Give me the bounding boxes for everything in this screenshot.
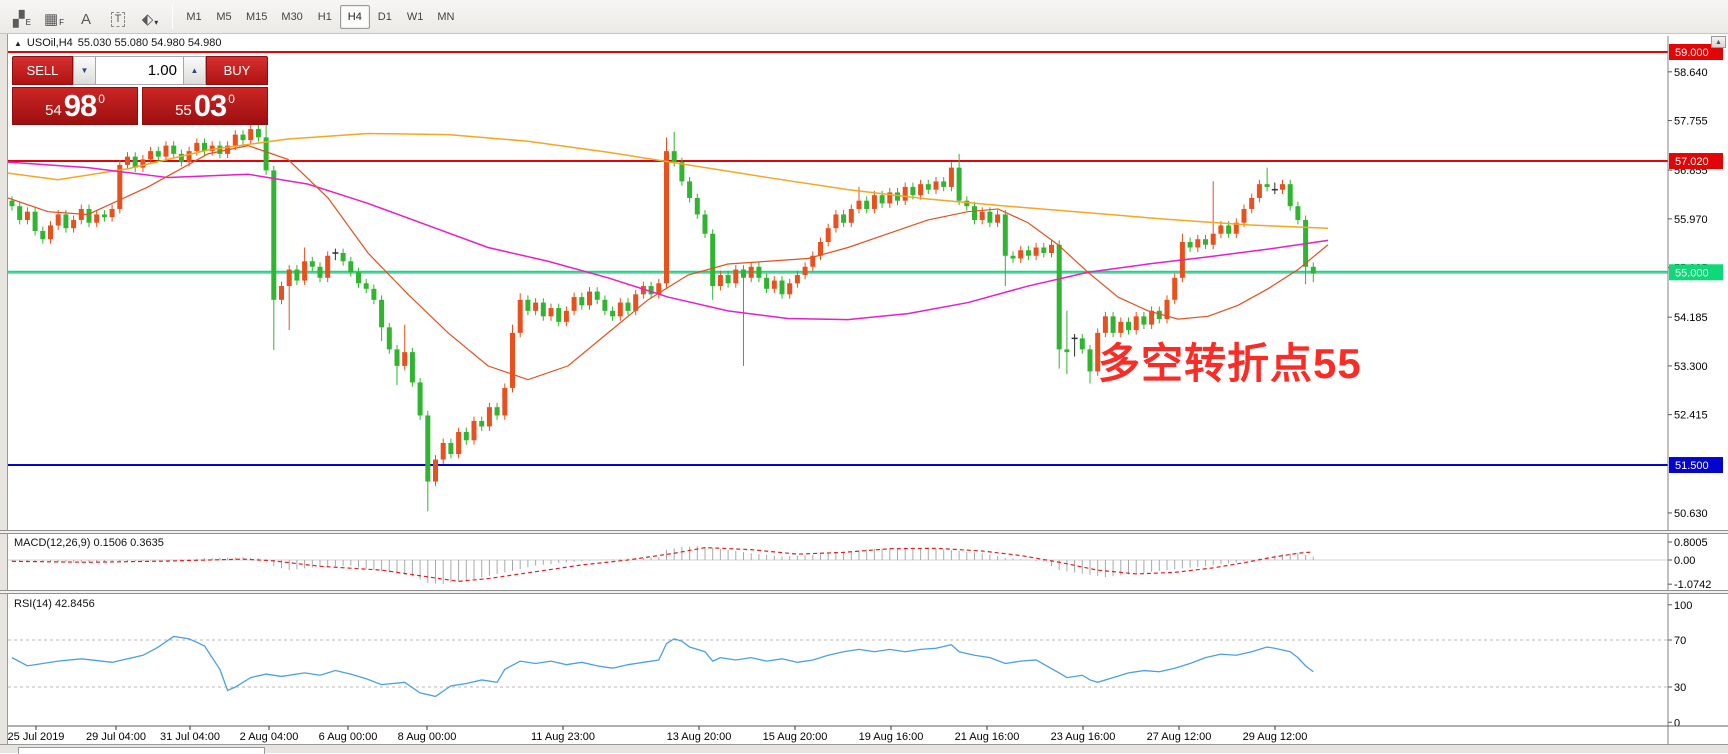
svg-text:19 Aug 16:00: 19 Aug 16:00 [859, 731, 924, 743]
svg-text:58.640: 58.640 [1674, 67, 1708, 79]
symbol-ohlc-values: 55.030 55.080 54.980 54.980 [77, 37, 222, 49]
price-macd-separator[interactable] [0, 530, 1728, 534]
buy-price-big: 03 [193, 88, 227, 123]
buy-price-display[interactable]: 55 03 0 [142, 87, 268, 125]
svg-text:55.970: 55.970 [1674, 214, 1708, 226]
svg-text:51.500: 51.500 [1675, 460, 1709, 472]
macd-label: MACD(12,26,9) 0.1506 0.3635 [14, 537, 164, 549]
svg-text:52.415: 52.415 [1674, 410, 1708, 422]
svg-text:70: 70 [1674, 635, 1686, 647]
tab-d1[interactable]: D1 [377, 10, 392, 23]
tab-m5[interactable]: M5 [216, 10, 232, 23]
rsi-label: RSI(14) 42.8456 [14, 598, 95, 610]
window-left-edge [0, 34, 8, 753]
tab-h4[interactable]: H4 [339, 4, 370, 29]
buy-price-sup: 0 [228, 92, 235, 106]
shapes-glyph: ⬖ [141, 10, 154, 28]
tab-h1[interactable]: H1 [317, 10, 332, 23]
letter-a-glyph: A [80, 10, 91, 28]
chart-annotation-text: 多空转折点55 [1098, 340, 1362, 387]
svg-text:-1.0742: -1.0742 [1674, 579, 1711, 591]
svg-text:53.300: 53.300 [1674, 361, 1708, 373]
main-toolbar: ▞ E ▦ F A T ⬖ ▾ M1 M5 M15 M30 H1 H4 D1 W… [0, 0, 1728, 34]
shapes-cursor-icon[interactable]: ⬖ ▾ [135, 4, 165, 30]
svg-text:15 Aug 20:00: 15 Aug 20:00 [763, 731, 828, 743]
sell-price-display[interactable]: 54 98 0 [12, 87, 138, 125]
grid-glyph: ▦ [43, 10, 59, 28]
grid-f-icon[interactable]: ▦ F [39, 4, 69, 30]
buy-price-small: 55 [175, 101, 192, 119]
sell-price-big: 98 [63, 88, 97, 123]
sell-price-small: 54 [45, 101, 62, 119]
macd-rsi-separator[interactable] [0, 590, 1728, 594]
chart-window: 58.64057.75556.85555.97055.08554.18553.3… [0, 34, 1728, 753]
svg-text:57.755: 57.755 [1674, 116, 1708, 128]
shapes-dropdown-caret-icon: ▾ [154, 17, 159, 27]
svg-text:57.020: 57.020 [1675, 156, 1709, 168]
svg-text:29 Jul 04:00: 29 Jul 04:00 [86, 731, 146, 743]
volume-decrease-button[interactable]: ▼ [73, 56, 96, 85]
svg-text:27 Aug 12:00: 27 Aug 12:00 [1147, 731, 1212, 743]
svg-text:31 Jul 04:00: 31 Jul 04:00 [160, 731, 220, 743]
svg-text:8 Aug 00:00: 8 Aug 00:00 [398, 731, 457, 743]
volume-input[interactable] [96, 56, 183, 85]
tab-m30[interactable]: M30 [281, 10, 303, 23]
chart-hatch-sub: E [25, 17, 31, 27]
bottom-docked-strip [0, 744, 1728, 754]
grid-sub: F [59, 17, 65, 27]
tab-w1[interactable]: W1 [406, 10, 424, 23]
tab-m15[interactable]: M15 [246, 10, 268, 23]
svg-text:25 Jul 2019: 25 Jul 2019 [8, 731, 65, 743]
svg-text:2 Aug 04:00: 2 Aug 04:00 [240, 731, 299, 743]
svg-text:0.8005: 0.8005 [1674, 537, 1708, 549]
svg-text:55.000: 55.000 [1675, 267, 1709, 279]
sell-button[interactable]: SELL [12, 56, 73, 85]
svg-text:0.00: 0.00 [1674, 555, 1695, 567]
trading-chart-canvas[interactable]: 58.64057.75556.85555.97055.08554.18553.3… [0, 34, 1728, 753]
svg-text:29 Aug 12:00: 29 Aug 12:00 [1243, 731, 1308, 743]
svg-text:11 Aug 23:00: 11 Aug 23:00 [531, 731, 595, 743]
tab-mn[interactable]: MN [437, 10, 455, 23]
bottom-docked-panel-edge [18, 747, 265, 754]
svg-text:30: 30 [1674, 682, 1686, 694]
svg-text:0: 0 [1674, 717, 1680, 729]
svg-text:6 Aug 00:00: 6 Aug 00:00 [319, 731, 378, 743]
volume-increase-button[interactable]: ▲ [183, 56, 206, 85]
text-tool-icon[interactable]: T [103, 4, 133, 30]
chart-hatch-e-icon[interactable]: ▞ E [7, 4, 37, 30]
svg-text:50.630: 50.630 [1674, 508, 1708, 520]
time-axis[interactable] [8, 726, 1668, 744]
text-tool-glyph: T [110, 11, 126, 27]
svg-text:21 Aug 16:00: 21 Aug 16:00 [955, 731, 1020, 743]
svg-text:59.000: 59.000 [1675, 47, 1709, 59]
svg-text:13 Aug 20:00: 13 Aug 20:00 [667, 731, 732, 743]
svg-text:54.185: 54.185 [1674, 312, 1708, 324]
symbol-marker-icon: ▲ [14, 38, 22, 48]
sell-price-sup: 0 [98, 92, 105, 106]
chart-hatch-glyph: ▞ [13, 10, 25, 28]
chart-scroll-up-button[interactable]: ▲ [1711, 36, 1726, 48]
price-axis[interactable] [1668, 36, 1728, 726]
symbol-ohlc-line: ▲ USOil,H4 55.030 55.080 54.980 54.980 [14, 37, 222, 49]
one-click-trade-panel: SELL ▼ ▲ BUY 54 98 0 55 03 0 [12, 56, 268, 125]
svg-text:23 Aug 16:00: 23 Aug 16:00 [1051, 731, 1116, 743]
buy-button[interactable]: BUY [206, 56, 268, 85]
symbol-name: USOil,H4 [26, 37, 73, 49]
tab-m1[interactable]: M1 [186, 10, 202, 23]
svg-text:100: 100 [1674, 600, 1692, 612]
letter-a-icon[interactable]: A [71, 4, 101, 30]
toolbar-separator [172, 4, 173, 29]
